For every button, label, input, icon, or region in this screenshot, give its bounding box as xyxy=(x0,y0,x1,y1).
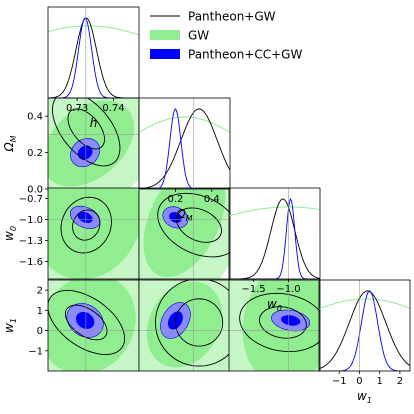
contour-pantheon-gw-68 xyxy=(258,306,307,339)
x-tick-label: 0 xyxy=(356,376,362,387)
posterior-pantheon-gw xyxy=(319,290,410,370)
contour-gw-68 xyxy=(143,188,226,278)
contour-combined-68 xyxy=(281,315,301,326)
x-axis-label: ΩM xyxy=(175,207,192,223)
panel-frame xyxy=(138,187,231,280)
y-tick-label: 0.4 xyxy=(27,112,43,123)
contour-pantheon-gw-95 xyxy=(60,196,112,254)
panel-frame xyxy=(47,6,140,99)
x-tick-label: 0.74 xyxy=(102,103,124,114)
contour-pantheon-gw-68 xyxy=(64,304,108,341)
panel-w1-vs-h xyxy=(47,279,140,372)
y-tick-label: −1 xyxy=(28,346,43,357)
panel-1d-w0 xyxy=(228,187,321,280)
panel-frame xyxy=(318,279,411,372)
panel-w0-vs-h xyxy=(47,187,140,280)
posterior-gw xyxy=(229,206,320,217)
x-axis-label: w1 xyxy=(357,389,372,405)
y-tick-label: −0.7 xyxy=(19,194,43,205)
legend-label: GW xyxy=(188,29,209,43)
posterior-combined xyxy=(139,108,230,189)
y-axis-w1: 2 1 0 −1 w1 xyxy=(2,286,48,357)
y-axis-label: w0 xyxy=(2,226,18,241)
panel-frame xyxy=(138,97,231,190)
y-tick-label: 0.0 xyxy=(27,185,43,196)
y-tick-label: 0.2 xyxy=(27,148,43,159)
x-tick-label: 0.2 xyxy=(167,194,183,205)
x-axis-Om: 0.2 0.4 ΩM xyxy=(167,189,220,223)
panel-frame xyxy=(228,187,321,280)
contour-pantheon-gw-95 xyxy=(52,98,121,167)
panel-frame xyxy=(228,279,321,372)
contour-combined-68 xyxy=(76,311,95,329)
legend-swatch xyxy=(150,30,180,40)
x-axis-label: w0 xyxy=(267,297,282,313)
x-tick-label: 2 xyxy=(397,376,403,387)
posterior-pantheon-gw xyxy=(229,198,320,279)
legend-label: Pantheon+CC+GW xyxy=(188,48,302,62)
contour-combined-68 xyxy=(169,212,182,223)
contour-combined-68 xyxy=(77,211,93,223)
x-tick-label: −1 xyxy=(332,376,347,387)
panel-1d-w1 xyxy=(318,279,411,372)
y-axis-Om: 0.0 0.2 0.4 ΩM xyxy=(2,112,48,196)
x-tick-label: 0.4 xyxy=(204,194,220,205)
y-axis-label: w1 xyxy=(2,318,18,333)
legend-swatch xyxy=(150,49,180,59)
posterior-combined xyxy=(319,290,410,371)
x-axis-h: 0.73 0.74 h xyxy=(66,98,125,130)
y-tick-label: 1 xyxy=(37,306,43,317)
x-axis-w0: −1.5 −1.0 w0 xyxy=(241,279,301,313)
posterior-gw xyxy=(139,116,230,133)
posterior-gw xyxy=(48,25,139,36)
legend: Pantheon+GW GW Pantheon+CC+GW xyxy=(150,10,302,62)
y-axis-label: ΩM xyxy=(2,135,18,152)
y-tick-label: −1.3 xyxy=(19,236,43,247)
x-axis-w1: −1 0 1 2 w1 xyxy=(332,371,403,405)
x-tick-label: 0.73 xyxy=(66,103,88,114)
panel-w1-vs-w0 xyxy=(228,279,321,372)
y-tick-label: 0 xyxy=(37,326,43,337)
posterior-combined xyxy=(48,17,139,98)
y-tick-label: −1.0 xyxy=(19,215,43,226)
posterior-pantheon-gw xyxy=(139,108,230,189)
y-tick-label: −1.6 xyxy=(19,257,43,268)
panel-1d-Om xyxy=(138,97,231,190)
legend-label: Pantheon+GW xyxy=(188,10,276,24)
posterior-pantheon-gw xyxy=(48,17,139,98)
contour-pantheon-gw-68 xyxy=(176,207,222,243)
contour-pantheon-gw-95 xyxy=(154,280,230,367)
x-tick-label: −1.0 xyxy=(276,284,300,295)
contour-pantheon-gw-68 xyxy=(174,298,224,347)
x-tick-label: 1 xyxy=(376,376,382,387)
contour-pantheon-gw-95 xyxy=(239,292,320,353)
panel-w0-vs-Om xyxy=(138,187,231,280)
panel-w1-vs-Om xyxy=(138,279,231,372)
x-tick-label: −1.5 xyxy=(241,284,265,295)
y-tick-label: 2 xyxy=(37,286,43,297)
contour-pantheon-gw-95 xyxy=(48,289,126,355)
contour-pantheon-gw-68 xyxy=(67,108,105,150)
x-axis-label: h xyxy=(90,116,98,130)
y-axis-w0: −0.7 −1.0 −1.3 −1.6 w0 xyxy=(2,194,48,268)
contour-combined-68 xyxy=(77,145,93,160)
posterior-gw xyxy=(319,298,410,310)
panel-1d-h xyxy=(47,6,140,99)
